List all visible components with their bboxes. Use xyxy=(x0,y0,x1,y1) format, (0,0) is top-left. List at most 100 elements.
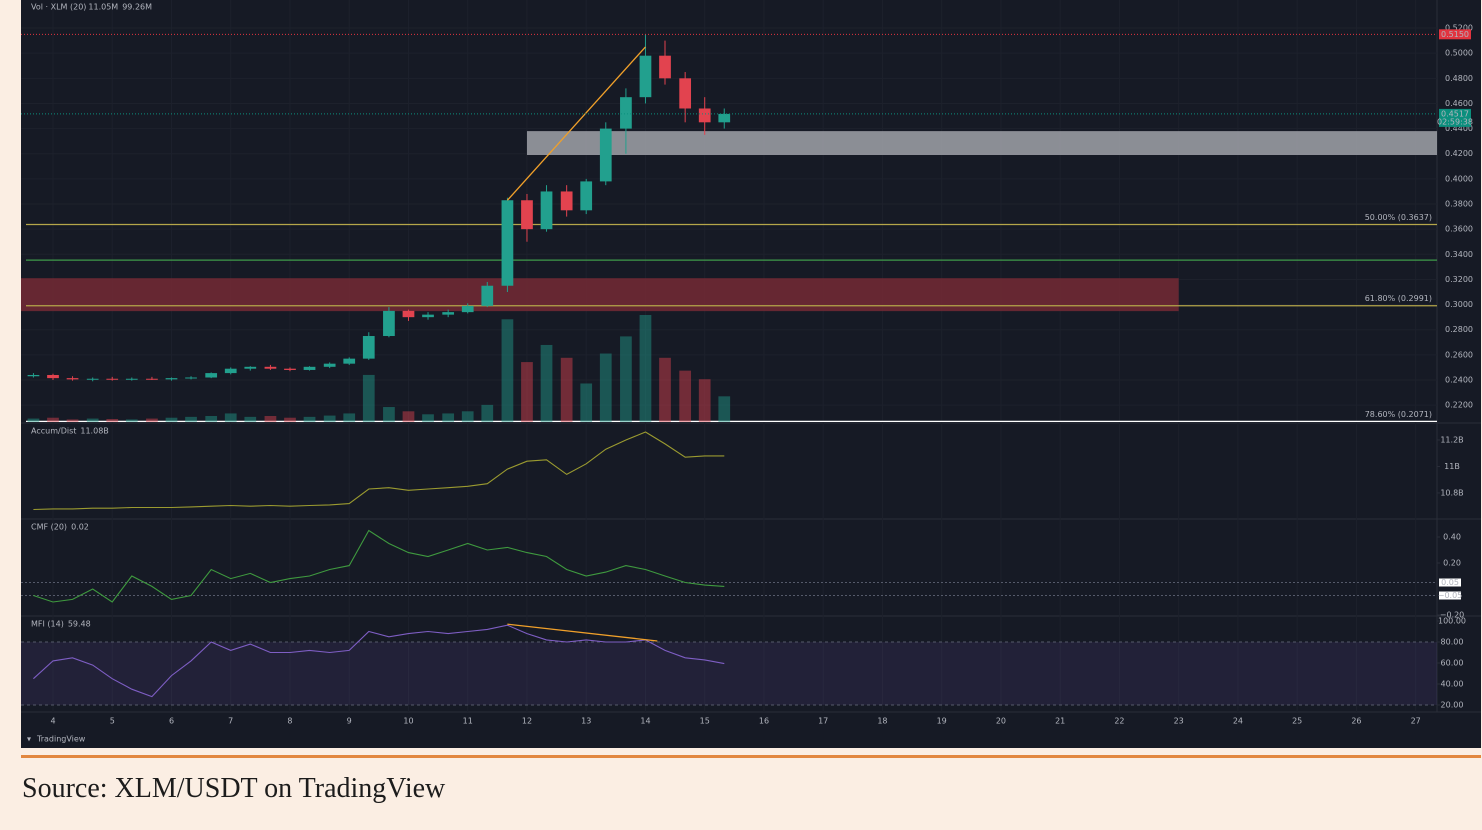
volume-bar xyxy=(343,413,356,422)
caption: Source: XLM/USDT on TradingView xyxy=(22,773,446,804)
candle-body xyxy=(125,378,138,380)
volume-bar xyxy=(27,418,40,422)
volume-bar xyxy=(599,353,612,422)
legend-value: 11.05M xyxy=(88,3,118,12)
zone xyxy=(526,131,1437,155)
y-tick-label: 0.4400 xyxy=(1445,124,1473,133)
y-tick-label: 40.00 xyxy=(1441,679,1464,688)
volume-bar xyxy=(165,417,178,422)
volume-bar xyxy=(461,411,474,422)
level-label: 50.00% (0.3637) xyxy=(1365,213,1432,222)
volume-bar xyxy=(679,370,692,422)
indicator-line xyxy=(33,624,725,698)
volume-bar xyxy=(698,379,711,422)
y-tick-label: 100.00 xyxy=(1438,617,1466,626)
volume-bar xyxy=(718,396,731,422)
volume-bar xyxy=(106,419,119,422)
trendline xyxy=(507,623,658,642)
volume-bar xyxy=(264,416,277,422)
band-tag xyxy=(1439,591,1461,600)
indicator-value: 0.02 xyxy=(71,523,89,532)
volume-bar xyxy=(560,357,573,422)
indicator-value: 59.48 xyxy=(68,620,91,629)
legend-label: Vol · XLM (20) xyxy=(31,3,86,12)
price-tag-sublabel: 02:59:38 xyxy=(1437,117,1473,126)
candle-body xyxy=(620,97,632,129)
x-tick-label: 4 xyxy=(50,717,55,726)
x-tick-label: 14 xyxy=(640,717,650,726)
indicator-line xyxy=(33,431,725,511)
volume-bar xyxy=(659,357,671,422)
y-tick-label: 0.2200 xyxy=(1445,401,1473,410)
x-tick-label: 24 xyxy=(1233,717,1243,726)
trendline xyxy=(506,46,646,201)
indicator-line xyxy=(33,529,725,603)
candle-body xyxy=(442,312,455,315)
volume-bar xyxy=(146,418,158,422)
branding: TradingView xyxy=(36,735,86,744)
candle-body xyxy=(146,378,158,380)
candle-body xyxy=(244,366,257,369)
candle-body xyxy=(106,378,119,380)
volume-bar xyxy=(580,383,593,422)
volume-bar xyxy=(362,374,375,422)
y-tick-label: 20.00 xyxy=(1441,700,1464,709)
price-tag xyxy=(1439,108,1471,127)
level-label: 61.80% (0.2991) xyxy=(1365,294,1432,303)
indicator-label: MFI (14) xyxy=(31,620,64,629)
x-tick-label: 13 xyxy=(581,717,591,726)
y-tick-label: 0.4200 xyxy=(1445,149,1473,158)
volume-bar xyxy=(224,413,237,422)
band-tag xyxy=(1439,578,1461,587)
candle-body xyxy=(284,368,296,370)
candle-body xyxy=(422,314,434,318)
candle-body xyxy=(185,377,197,379)
y-tick-label: 0.3800 xyxy=(1445,200,1473,209)
candle-body xyxy=(718,113,731,123)
volume-bar xyxy=(185,416,197,422)
y-tick-label: 0.2400 xyxy=(1445,376,1473,385)
x-tick-label: 11 xyxy=(463,717,473,726)
candle-body xyxy=(47,374,59,379)
y-tick-label: 60.00 xyxy=(1441,659,1464,668)
x-tick-label: 26 xyxy=(1351,717,1361,726)
level-label: 78.60% (0.2071) xyxy=(1365,410,1432,419)
y-tick-label: 0.2800 xyxy=(1445,325,1473,334)
y-tick-label: 0.3000 xyxy=(1445,300,1473,309)
y-tick-label: 0.4600 xyxy=(1445,99,1473,108)
candle-body xyxy=(560,191,573,211)
x-tick-label: 5 xyxy=(110,717,115,726)
y-tick-label: 0.5200 xyxy=(1445,24,1473,33)
volume-bar xyxy=(639,315,652,422)
x-tick-label: 27 xyxy=(1411,717,1421,726)
candle-body xyxy=(639,55,652,98)
candle-body xyxy=(383,310,395,337)
x-tick-label: 19 xyxy=(937,717,947,726)
legend-value: 99.26M xyxy=(122,3,152,12)
volume-bar xyxy=(66,419,79,422)
y-tick-label: 0.3600 xyxy=(1445,225,1473,234)
indicator-value: 11.08B xyxy=(80,427,108,436)
y-tick-label: 0.40 xyxy=(1443,532,1461,541)
price-tag xyxy=(1439,29,1471,40)
y-tick-label: 80.00 xyxy=(1441,638,1464,647)
x-tick-label: 21 xyxy=(1055,717,1065,726)
x-tick-label: 7 xyxy=(228,717,233,726)
candle-body xyxy=(343,358,356,364)
price-tag-label: 0.5150 xyxy=(1441,30,1469,39)
candle-body xyxy=(362,336,375,359)
indicator-label: CMF (20) xyxy=(31,523,67,532)
volume-bar xyxy=(125,419,138,422)
x-tick-label: 9 xyxy=(347,717,352,726)
x-tick-label: 8 xyxy=(287,717,292,726)
y-tick-label: 10.8B xyxy=(1440,488,1463,497)
x-tick-label: 18 xyxy=(877,717,887,726)
candle-body xyxy=(27,374,40,377)
volume-bar xyxy=(402,411,415,422)
candle-body xyxy=(205,373,218,378)
band-tag-label: 0.05 xyxy=(1441,578,1459,587)
candle-body xyxy=(659,55,671,79)
candle-body xyxy=(521,200,533,230)
candle-body xyxy=(264,366,277,369)
branding-logo: ▾ xyxy=(27,735,31,744)
